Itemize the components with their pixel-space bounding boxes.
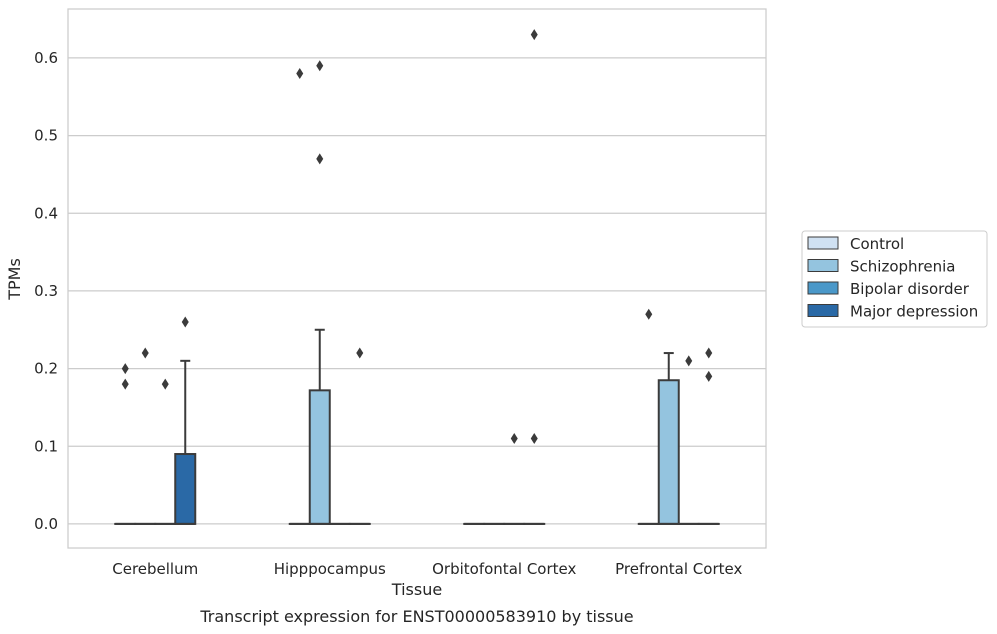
box-series [114, 29, 720, 525]
y-tick-label: 0.6 [34, 49, 58, 67]
outlier-point [705, 370, 713, 382]
y-tick-label: 0.5 [34, 127, 58, 145]
x-tick-label: Cerebellum [112, 560, 198, 578]
outlier-point [161, 378, 169, 390]
box-group [308, 60, 331, 525]
outlier-point [705, 347, 713, 359]
outlier-point [530, 432, 538, 444]
y-tick-label: 0.0 [34, 515, 58, 533]
outlier-point [510, 432, 518, 444]
outlier-point [141, 347, 149, 359]
x-axis-label: Tissue [391, 580, 442, 599]
legend-label: Control [850, 235, 904, 253]
plot-area-frame [67, 8, 767, 549]
y-axis-ticks: 0.0 0.1 0.2 0.3 0.4 0.5 0.6 [34, 49, 58, 533]
outlier-point [121, 363, 129, 375]
outlier-point [316, 60, 324, 72]
legend-frame [801, 230, 988, 328]
box-group [134, 347, 157, 525]
box-group [154, 378, 177, 525]
y-tick-label: 0.1 [34, 437, 58, 455]
legend-swatch [807, 259, 839, 272]
legend-label: Schizophrenia [850, 258, 955, 276]
chart-caption: Transcript expression for ENST0000058391… [199, 607, 633, 626]
box [174, 453, 197, 525]
y-tick-label: 0.3 [34, 282, 58, 300]
outlier-point [296, 67, 304, 79]
x-tick-label: Orbitofontal Cortex [432, 560, 576, 578]
x-tick-label: Hipppocampus [274, 560, 386, 578]
legend: Control Schizophrenia Bipolar disorder Majo… [801, 230, 988, 328]
box-group [677, 355, 700, 525]
outlier-point [685, 355, 693, 367]
legend-label: Bipolar disorder [850, 280, 970, 298]
box [657, 379, 680, 525]
legend-swatch [807, 236, 839, 250]
y-tick-label: 0.2 [34, 360, 58, 378]
box-group [348, 347, 371, 525]
outlier-point [530, 29, 538, 41]
box-group [697, 347, 720, 525]
outlier-point [121, 378, 129, 390]
box-group [657, 352, 680, 525]
outlier-point [356, 347, 364, 359]
outlier-point [181, 316, 189, 328]
legend-label: Major depression [850, 303, 978, 321]
y-axis-label: TPMs [5, 258, 24, 301]
box [308, 389, 331, 525]
box-group [637, 308, 660, 525]
box-group [288, 67, 311, 525]
outlier-point [316, 153, 324, 165]
y-tick-label: 0.4 [34, 204, 58, 222]
box-group [174, 316, 197, 525]
outlier-point [645, 308, 653, 320]
legend-swatch [807, 304, 839, 317]
legend-swatch [807, 281, 839, 295]
box-group [523, 29, 546, 525]
box-group [114, 363, 137, 525]
x-axis-ticks: Cerebellum Hipppocampus Orbitofontal Corte… [112, 560, 742, 578]
x-tick-label: Prefrontal Cortex [615, 560, 742, 578]
